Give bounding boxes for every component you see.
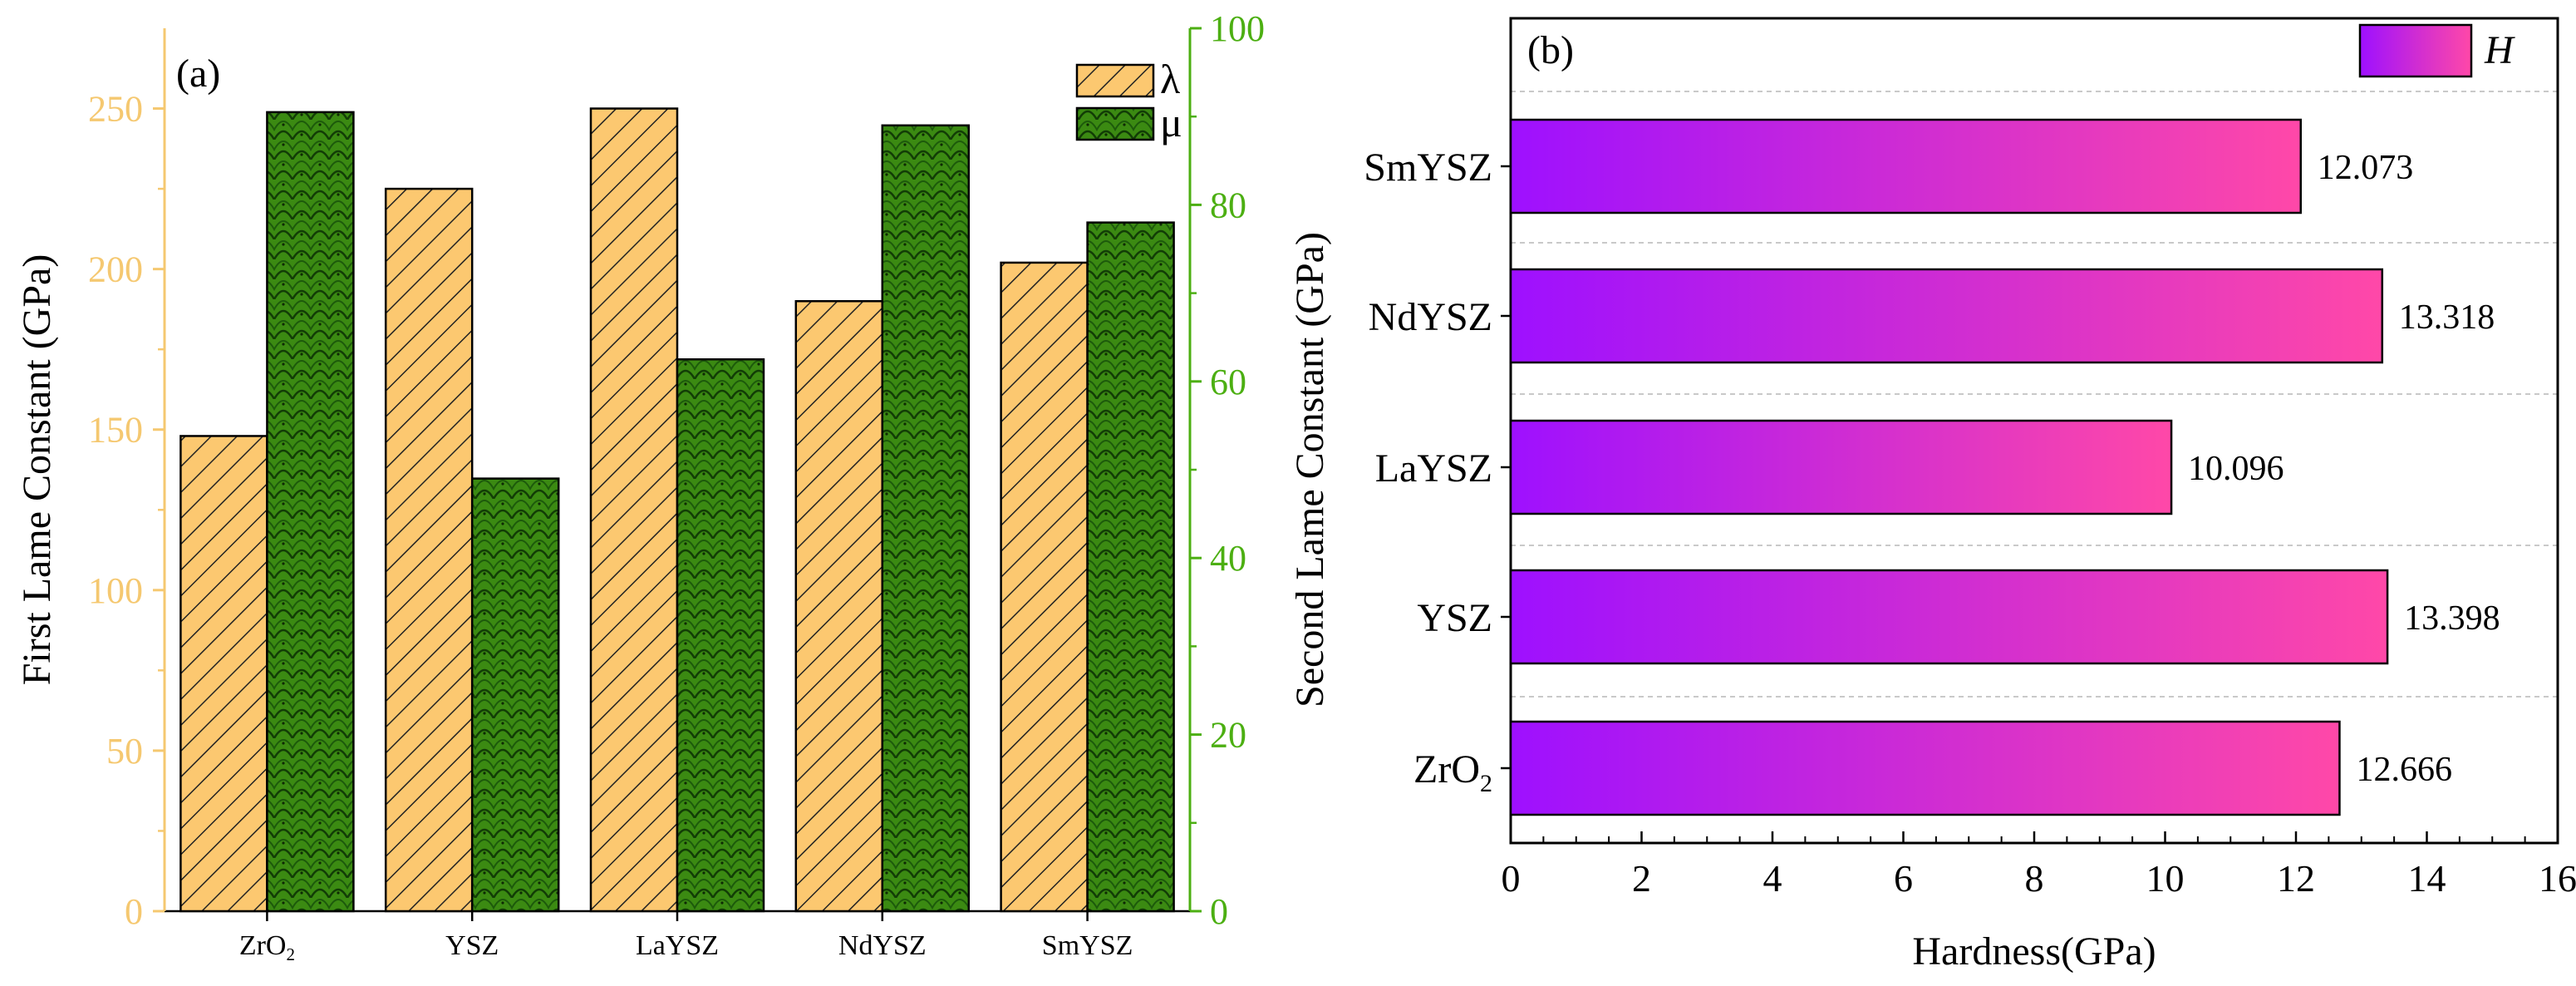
- bar-mu-0: [266, 111, 355, 913]
- bar-value-label-0: 12.666: [2356, 751, 2452, 789]
- legend-label-mu: μ: [1160, 99, 1182, 145]
- right-tick-label-a: 40: [1210, 538, 1246, 579]
- bar-lambda-3: [794, 300, 884, 913]
- bar-value-label-3: 13.318: [2399, 298, 2495, 337]
- x-tick-label-b: 12: [2277, 857, 2315, 900]
- bar-value-label-2: 10.096: [2188, 450, 2284, 488]
- y-tick-label-b: YSZ: [1417, 596, 1492, 640]
- bar-h-3: [1509, 268, 2384, 364]
- bar-mu-3: [881, 124, 971, 913]
- y-tick-label-b: ZrO2: [1413, 747, 1492, 797]
- right-tick-label-a: 0: [1210, 891, 1228, 932]
- bar-lambda-2: [589, 107, 679, 913]
- bar-lambda-4: [1000, 261, 1089, 913]
- bar-h-0: [1509, 720, 2341, 816]
- bar-mu-4: [1086, 221, 1175, 913]
- legend-swatch-h: [2358, 23, 2473, 78]
- bar-lambda-1: [384, 187, 474, 913]
- left-tick-label-a: 0: [125, 891, 143, 932]
- x-tick-label-b: 10: [2146, 857, 2185, 900]
- y-axis-title-right-a: Second Lame Constant (GPa): [1288, 232, 1332, 707]
- legend-label-h: H: [2484, 28, 2515, 72]
- bar-h-2: [1509, 419, 2173, 515]
- x-tick-label-b: 8: [2025, 857, 2044, 900]
- y-tick-label-b: NdYSZ: [1369, 295, 1492, 339]
- bar-mu-1: [470, 477, 560, 913]
- left-tick-label-a: 200: [88, 249, 143, 290]
- legend-swatch-mu: [1075, 106, 1155, 141]
- x-tick-label-a: LaYSZ: [636, 930, 719, 961]
- x-tick-label-a: ZrO2: [239, 930, 295, 964]
- right-tick-label-a: 80: [1210, 185, 1246, 225]
- right-tick-label-a: 100: [1210, 8, 1265, 49]
- bar-value-label-4: 12.073: [2318, 149, 2414, 187]
- panel-label-b: (b): [1527, 28, 1574, 72]
- chart-a: ZrO2 YSZ LaYSZ NdYSZ SmYSZ 0 50 100 150 200 250 0 20…: [15, 8, 1332, 964]
- y-tick-label-b: SmYSZ: [1364, 145, 1492, 190]
- legend-swatch-lambda: [1075, 63, 1155, 98]
- y-axis-title-left-a: First Lame Constant (GPa): [15, 254, 59, 686]
- bar-mu-2: [676, 358, 765, 913]
- x-tick-label-b: 4: [1763, 857, 1782, 900]
- bar-h-1: [1509, 569, 2389, 665]
- left-tick-label-a: 100: [88, 570, 143, 611]
- panel-label-a: (a): [176, 52, 220, 96]
- x-tick-label-a: NdYSZ: [838, 930, 927, 961]
- chart-b: 12.666 ZrO2 13.398 YSZ 10.096 LaYSZ 13.318 NdYS…: [1364, 17, 2576, 974]
- right-tick-label-a: 60: [1210, 362, 1246, 402]
- x-axis-title-b: Hardness(GPa): [1912, 929, 2156, 974]
- left-tick-label-a: 50: [106, 731, 143, 772]
- bar-lambda-0: [179, 435, 268, 913]
- x-tick-label-b: 16: [2539, 857, 2576, 900]
- x-tick-label-b: 14: [2408, 857, 2446, 900]
- x-tick-label-b: 0: [1502, 857, 1521, 900]
- legend-label-lambda: λ: [1160, 56, 1180, 102]
- x-tick-label-a: SmYSZ: [1042, 930, 1133, 961]
- y-tick-label-b: LaYSZ: [1375, 446, 1492, 491]
- bar-value-label-1: 13.398: [2404, 599, 2500, 638]
- left-tick-label-a: 250: [88, 89, 143, 130]
- x-tick-label-a: YSZ: [445, 930, 499, 961]
- right-tick-label-a: 20: [1210, 715, 1246, 756]
- left-tick-label-a: 150: [88, 410, 143, 451]
- bar-h-4: [1509, 118, 2302, 214]
- x-tick-label-b: 6: [1894, 857, 1913, 900]
- x-tick-label-b: 2: [1632, 857, 1651, 900]
